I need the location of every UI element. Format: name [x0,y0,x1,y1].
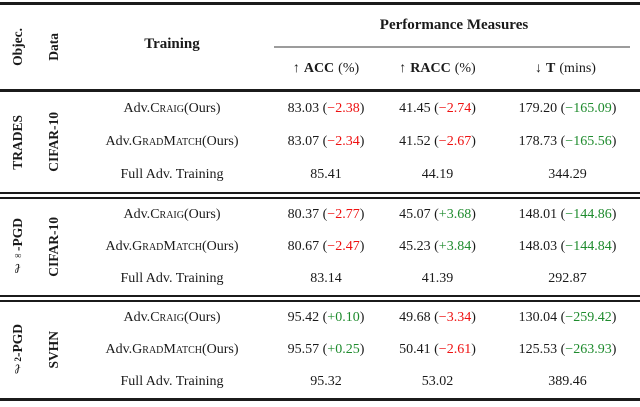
group-separator-rule [0,192,640,199]
delta-value: −263.93 [565,342,612,357]
training-method: Adv. GradMatch (Ours) [105,133,239,149]
racc-cell: 41.39 [421,271,454,286]
delta-value: −144.86 [565,207,612,222]
delta-value: −165.09 [565,100,612,116]
time-cell: 178.73 (−165.56) [518,133,617,149]
table-group-trades: TRADES CIFAR-10 Adv. Craig (Ours) 83.03 … [0,92,640,192]
acc-cell: 83.07 (−2.34) [287,133,365,149]
training-method: Adv. Craig (Ours) [123,100,221,116]
delta-value: −2.61 [438,342,472,357]
down-arrow-icon: ↓ [535,60,543,76]
training-method: Adv. Craig (Ours) [123,207,221,222]
group-separator-rule [0,295,640,302]
delta-value: −3.34 [438,310,472,325]
training-method: Full Adv. Training [120,374,224,389]
delta-value: −2.77 [327,207,360,222]
delta-value: +3.68 [438,207,472,222]
up-arrow-icon: ↑ [292,60,300,76]
col-header-objective: Objec. [0,5,36,89]
racc-cell: 53.02 [421,374,454,389]
col-header-training: Training [144,35,200,52]
header-rule [0,89,640,92]
delta-value: −2.34 [327,133,360,149]
training-method: Adv. GradMatch (Ours) [105,342,239,357]
group-objective-label: ℓ∞-PGD [10,218,25,276]
racc-cell: 49.68 (−3.34) [399,310,476,325]
racc-cell: 45.07 (+3.68) [399,207,476,222]
table-group-linf-pgd: ℓ∞-PGD CIFAR-10 Adv. Craig (Ours) 80.37 … [0,199,640,295]
delta-value: −165.56 [565,133,612,149]
time-cell: 125.53 (−263.93) [518,342,617,357]
group-objective-label: TRADES [10,114,25,170]
col-header-acc: ↑ ACC (%) [292,60,360,76]
racc-cell: 41.52 (−2.67) [399,133,476,149]
delta-value: −2.67 [438,133,472,149]
time-cell: 389.46 [548,374,587,389]
time-cell: 179.20 (−165.09) [518,100,617,116]
time-cell: 148.01 (−144.86) [518,207,617,222]
training-method: Full Adv. Training [120,271,224,286]
acc-cell: 85.41 [310,167,342,183]
group-dataset-label: CIFAR-10 [46,112,61,172]
training-method: Adv. GradMatch (Ours) [105,239,239,254]
racc-cell: 50.41 (−2.61) [399,342,476,357]
time-cell: 292.87 [548,271,587,286]
delta-value: −259.42 [565,310,612,325]
time-cell: 130.04 (−259.42) [518,310,617,325]
acc-cell: 95.42 (+0.10) [287,310,365,325]
delta-value: +3.84 [438,239,472,254]
table-group-l2-pgd: ℓ2-PGD SVHN Adv. Craig (Ours) 95.42 (+0.… [0,302,640,398]
col-header-time: ↓ T (mins) [535,60,596,76]
acc-cell: 95.32 [310,374,342,389]
time-cell: 148.03 (−144.84) [518,239,617,254]
delta-value: −144.84 [565,239,612,254]
group-dataset-label: SVHN [46,331,61,369]
data-header-label: Data [46,33,61,61]
delta-value: −2.74 [438,100,472,116]
delta-value: −2.38 [327,100,360,116]
bottom-rule [0,398,640,401]
time-cell: 344.29 [548,167,587,183]
table-header: Objec. Data Training Performance Measure… [0,5,640,89]
metric-column-headers: ↑ ACC (%) ↑ RACC (%) ↓ T (mins) [272,48,636,89]
delta-value: +0.25 [327,342,360,357]
training-method: Adv. Craig (Ours) [123,310,221,325]
group-dataset-label: CIFAR-10 [46,217,61,277]
top-rule [0,2,640,5]
acc-cell: 83.03 (−2.38) [287,100,365,116]
racc-cell: 41.45 (−2.74) [399,100,476,116]
delta-value: −2.47 [327,239,360,254]
group-objective-label: ℓ2-PGD [10,323,25,377]
objective-header-label: Objec. [10,28,25,66]
training-method: Full Adv. Training [120,167,224,183]
col-header-data: Data [36,5,72,89]
delta-value: +0.10 [327,310,360,325]
acc-cell: 80.67 (−2.47) [287,239,365,254]
cmidrule [274,46,630,48]
acc-cell: 83.14 [310,271,342,286]
up-arrow-icon: ↑ [399,60,407,76]
acc-cell: 80.37 (−2.77) [287,207,365,222]
performance-measures-title: Performance Measures [379,17,529,33]
acc-cell: 95.57 (+0.25) [287,342,365,357]
col-header-racc: ↑ RACC (%) [399,60,476,76]
performance-measures-header: Performance Measures ↑ ACC (%) ↑ RACC (%) ↓ T… [272,5,640,89]
racc-cell: 45.23 (+3.84) [399,239,476,254]
racc-cell: 44.19 [421,167,454,183]
